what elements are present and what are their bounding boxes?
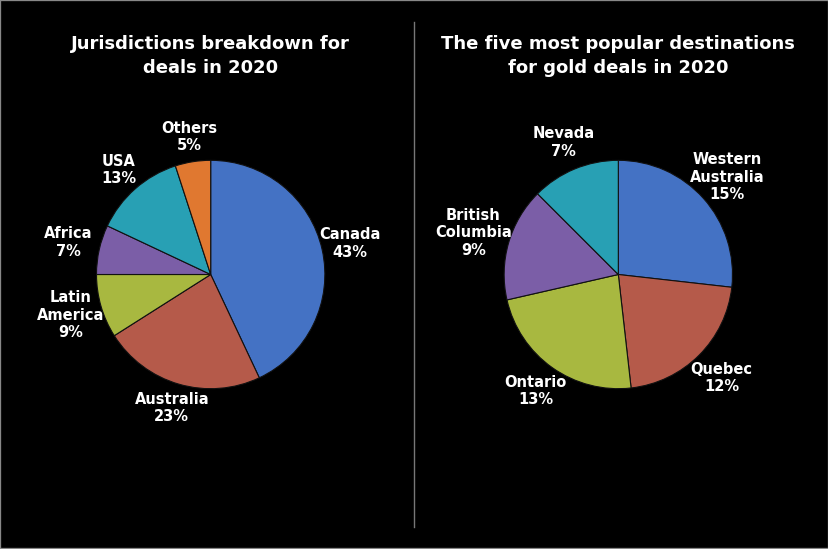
Text: Others
5%: Others 5% (161, 121, 217, 153)
Wedge shape (96, 226, 210, 274)
Text: Nevada
7%: Nevada 7% (532, 126, 594, 159)
Text: Australia
23%: Australia 23% (134, 392, 209, 424)
Text: Latin
America
9%: Latin America 9% (36, 290, 104, 340)
Wedge shape (537, 160, 618, 274)
Text: Africa
7%: Africa 7% (44, 226, 92, 259)
Title: The five most popular destinations
for gold deals in 2020: The five most popular destinations for g… (440, 35, 794, 76)
Wedge shape (618, 274, 731, 388)
Text: British
Columbia
9%: British Columbia 9% (435, 208, 511, 257)
Wedge shape (176, 160, 210, 274)
Wedge shape (507, 274, 630, 389)
Text: Quebec
12%: Quebec 12% (690, 362, 752, 394)
Text: USA
13%: USA 13% (101, 154, 136, 186)
Text: Western
Australia
15%: Western Australia 15% (689, 152, 763, 202)
Wedge shape (96, 274, 210, 335)
Text: Canada
43%: Canada 43% (319, 227, 380, 260)
Wedge shape (114, 274, 259, 389)
Title: Jurisdictions breakdown for
deals in 2020: Jurisdictions breakdown for deals in 202… (71, 35, 349, 76)
Wedge shape (618, 160, 732, 287)
Wedge shape (108, 166, 210, 274)
Wedge shape (210, 160, 325, 378)
Text: Ontario
13%: Ontario 13% (504, 375, 566, 407)
Wedge shape (503, 194, 618, 300)
